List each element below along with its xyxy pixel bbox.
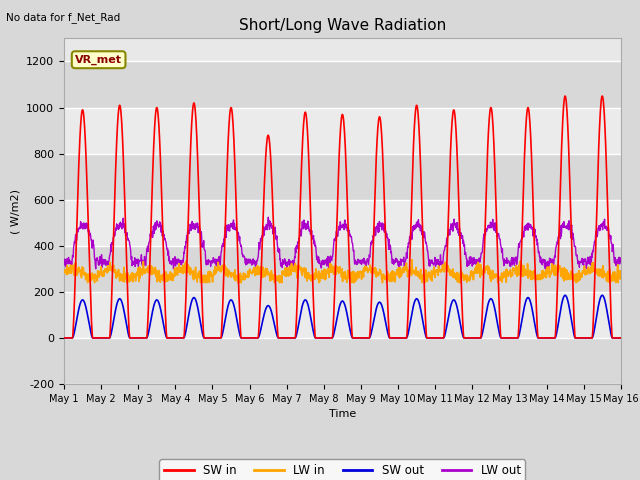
Bar: [64, 108, 621, 154]
Bar: [64, 200, 621, 246]
X-axis label: Time: Time: [329, 409, 356, 419]
Legend: SW in, LW in, SW out, LW out: SW in, LW in, SW out, LW out: [159, 459, 525, 480]
Bar: [64, 246, 621, 292]
Text: No data for f_Net_Rad: No data for f_Net_Rad: [6, 12, 121, 23]
Bar: [64, 61, 621, 108]
Y-axis label: ( W/m2): ( W/m2): [11, 189, 20, 234]
Bar: [64, 292, 621, 338]
Bar: [64, 154, 621, 200]
Title: Short/Long Wave Radiation: Short/Long Wave Radiation: [239, 18, 446, 33]
Bar: [64, 338, 621, 384]
Text: VR_met: VR_met: [75, 55, 122, 65]
